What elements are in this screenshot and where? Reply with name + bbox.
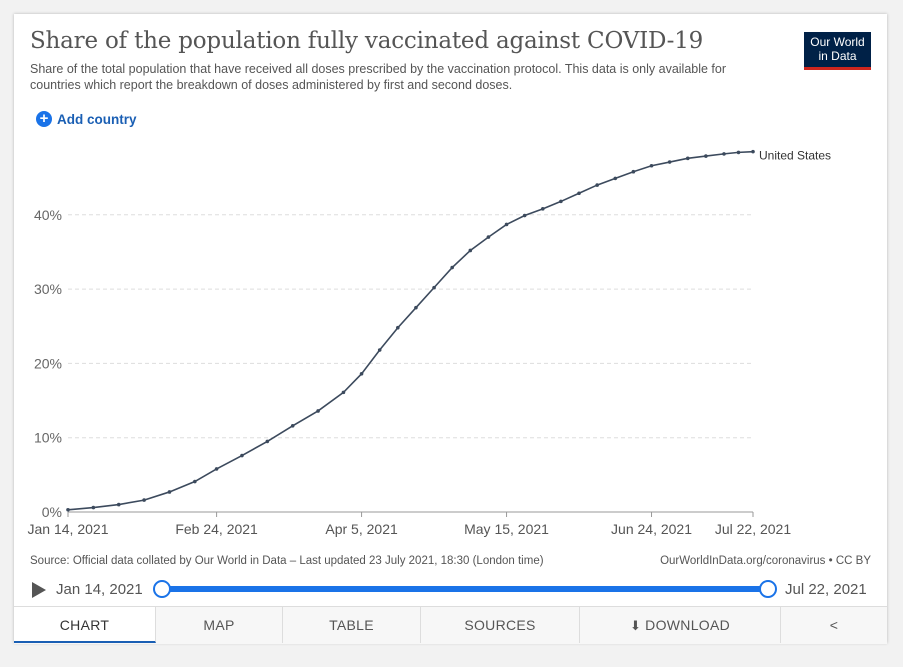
data-point [736, 150, 741, 155]
timeline-start-handle[interactable] [153, 580, 171, 598]
play-icon[interactable] [32, 582, 46, 598]
data-point [751, 149, 755, 154]
tab-download[interactable]: ⬇ DOWNLOAD [580, 607, 781, 643]
data-point [66, 507, 70, 512]
x-tick-label: Jun 24, 2021 [611, 521, 692, 537]
data-point [240, 453, 244, 458]
timeline-start-label: Jan 14, 2021 [56, 581, 143, 598]
x-tick-label: Jul 22, 2021 [715, 521, 791, 537]
data-point [540, 207, 545, 211]
share-icon: < [829, 617, 839, 633]
x-tick-label: Apr 5, 2021 [325, 521, 398, 537]
download-icon: ⬇ [629, 618, 642, 633]
timeline-end-label: Jul 22, 2021 [785, 581, 867, 598]
add-country-label: Add country [57, 111, 137, 127]
data-point [193, 479, 197, 484]
y-tick-label: 20% [34, 355, 62, 371]
data-point [504, 222, 509, 227]
plus-circle-icon: + [36, 111, 52, 127]
data-point [414, 305, 418, 310]
add-country-button[interactable]: + Add country [36, 111, 137, 127]
data-point [631, 169, 636, 174]
tab-table[interactable]: TABLE [283, 607, 421, 643]
owid-logo[interactable]: Our World in Data [804, 32, 871, 70]
chart-subtitle: Share of the total population that have … [30, 62, 727, 92]
data-point [704, 154, 708, 158]
data-point [649, 163, 654, 168]
tab-bar: CHART MAP TABLE SOURCES ⬇ DOWNLOAD < [14, 606, 887, 644]
data-point [142, 498, 146, 502]
data-point [265, 439, 270, 444]
chart-card: Share of the population fully vaccinated… [14, 14, 887, 644]
data-point [116, 502, 121, 507]
data-point [685, 156, 690, 161]
data-point [559, 199, 563, 204]
tab-chart[interactable]: CHART [14, 607, 156, 643]
data-point [214, 467, 219, 471]
data-point [359, 372, 364, 376]
license-note[interactable]: OurWorldInData.org/coronavirus • CC BY [660, 555, 871, 567]
logo-line-1: Our World [810, 35, 865, 49]
data-point [290, 424, 295, 428]
source-note: Source: Official data collated by Our Wo… [30, 555, 544, 567]
data-point [722, 152, 726, 156]
data-point [396, 325, 400, 330]
timeline: Jan 14, 2021 Jul 22, 2021 [14, 577, 887, 603]
x-tick-label: May 15, 2021 [464, 521, 549, 537]
data-point [450, 265, 454, 270]
data-point [577, 191, 581, 196]
data-point [377, 348, 382, 352]
timeline-track[interactable] [160, 586, 768, 592]
tab-download-label: DOWNLOAD [645, 617, 731, 633]
data-point [341, 390, 346, 395]
data-point [432, 285, 436, 290]
data-point [167, 490, 172, 494]
data-point [91, 505, 96, 510]
data-point [522, 213, 527, 218]
y-tick-label: 30% [34, 281, 62, 297]
series-label: United States [759, 149, 831, 163]
tab-sources[interactable]: SOURCES [421, 607, 580, 643]
data-point [316, 409, 320, 413]
y-tick-label: 40% [34, 207, 62, 223]
y-tick-label: 10% [34, 430, 62, 446]
data-point [486, 235, 491, 239]
data-point [468, 248, 473, 253]
data-point [595, 183, 599, 187]
share-button[interactable]: < [781, 607, 887, 643]
data-point [667, 160, 672, 164]
timeline-end-handle[interactable] [759, 580, 777, 598]
tab-map[interactable]: MAP [156, 607, 283, 643]
line-chart: 0% 10% 20% 30% 40% Jan 14, 2021 Feb 24, 2021 Ap… [28, 149, 832, 537]
chart-title: Share of the population fully vaccinated… [30, 28, 704, 54]
logo-line-2: in Data [818, 49, 857, 63]
x-tick-label: Jan 14, 2021 [28, 521, 109, 537]
data-point [613, 176, 618, 181]
x-tick-label: Feb 24, 2021 [175, 521, 258, 537]
series-line [67, 150, 754, 511]
y-tick-label: 0% [42, 504, 62, 520]
